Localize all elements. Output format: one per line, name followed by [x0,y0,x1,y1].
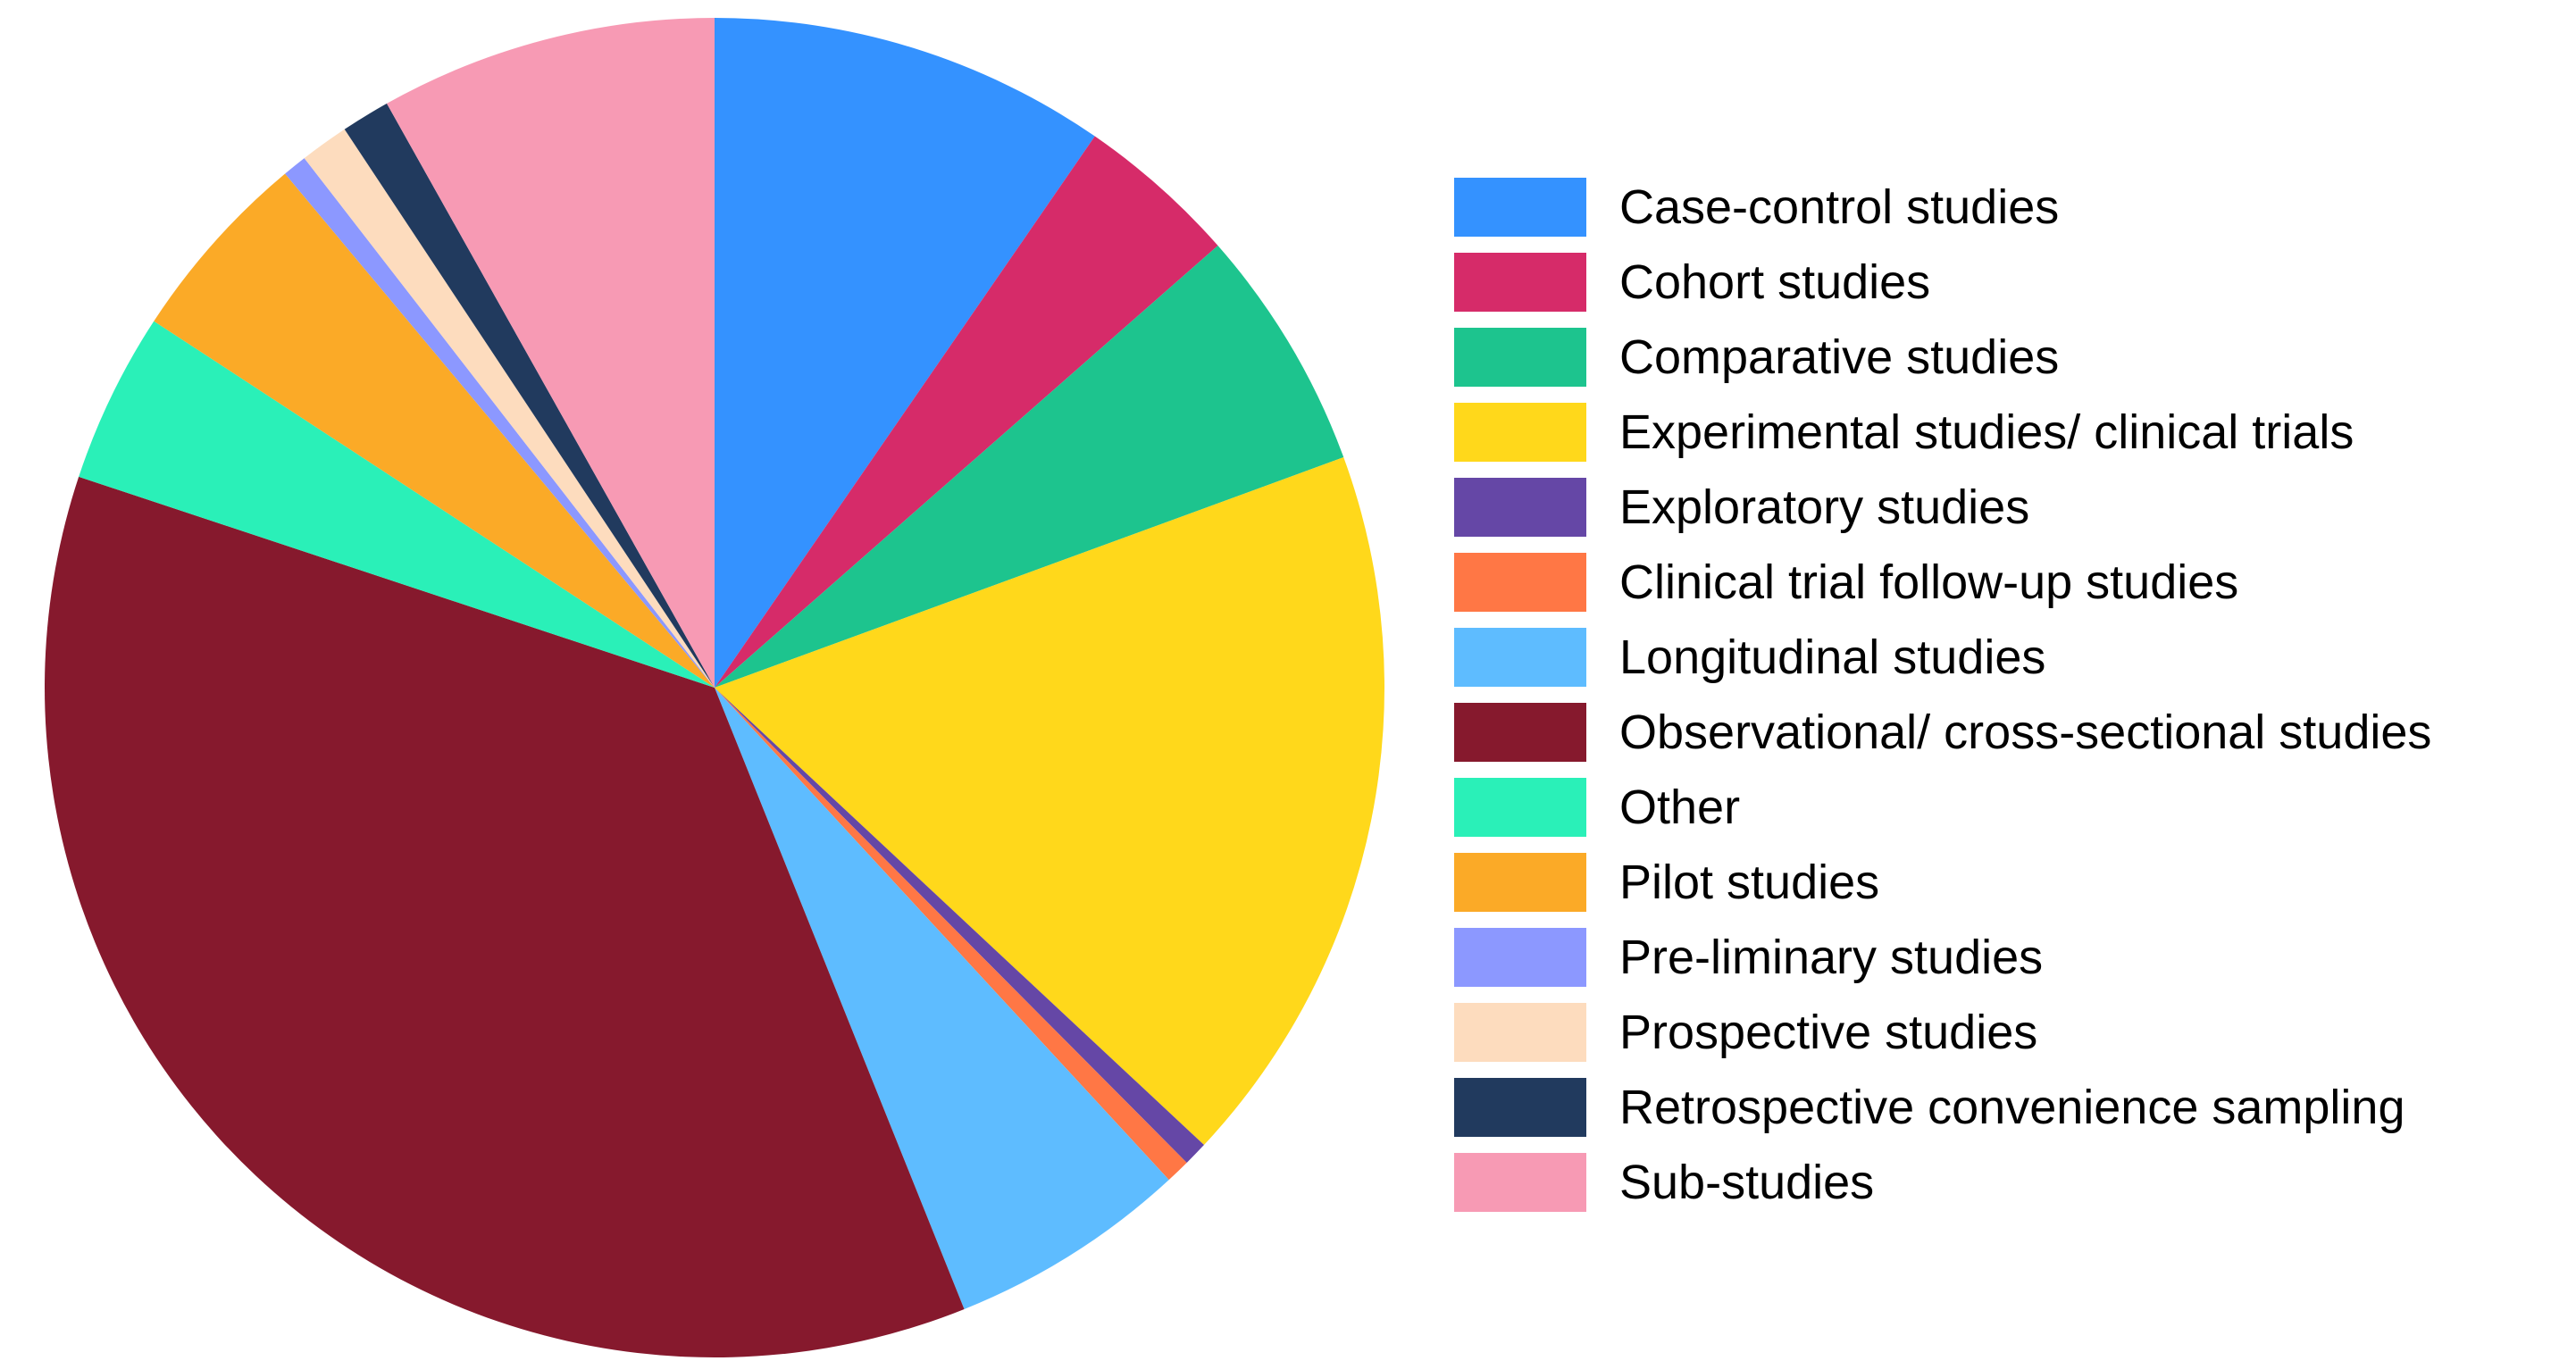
legend-label: Longitudinal studies [1619,630,2046,684]
pie-slice-7 [45,476,965,1357]
legend-label: Exploratory studies [1619,480,2030,534]
pie-slice-2 [715,246,1344,688]
legend-label: Case-control studies [1619,180,2060,234]
legend-label: Pilot studies [1619,856,1880,909]
pie-chart [45,18,1384,1357]
pie-slice-8 [79,321,715,688]
legend-swatch [1454,853,1586,912]
legend-item: Longitudinal studies [1454,620,2562,695]
legend-item: Other [1454,770,2562,845]
legend-item: Clinical trial follow-up studies [1454,545,2562,620]
legend-label: Comparative studies [1619,330,2060,384]
legend-item: Pilot studies [1454,845,2562,920]
legend-item: Retrospective convenience sampling [1454,1070,2562,1145]
legend-item: Prospective studies [1454,995,2562,1070]
legend-swatch [1454,928,1586,987]
pie-slice-10 [285,158,715,689]
pie-slice-12 [344,103,715,688]
legend-item: Sub-studies [1454,1145,2562,1220]
legend-item: Cohort studies [1454,245,2562,320]
pie-slice-13 [387,18,715,688]
legend-swatch [1454,328,1586,387]
legend-swatch [1454,1078,1586,1137]
legend-item: Case-control studies [1454,170,2562,245]
legend-label: Prospective studies [1619,1006,2038,1059]
pie-slice-0 [715,18,1095,688]
legend-label: Observational/ cross-sectional studies [1619,706,2432,759]
legend-label: Pre-liminary studies [1619,931,2044,984]
pie-slice-9 [154,173,715,689]
legend-swatch [1454,478,1586,537]
legend-item: Experimental studies/ clinical trials [1454,395,2562,470]
legend-label: Experimental studies/ clinical trials [1619,405,2354,459]
legend-item: Exploratory studies [1454,470,2562,545]
legend-swatch [1454,178,1586,237]
legend-item: Pre-liminary studies [1454,920,2562,995]
pie-slice-4 [715,688,1204,1163]
legend-label: Clinical trial follow-up studies [1619,555,2239,609]
legend-swatch [1454,553,1586,612]
legend-item: Comparative studies [1454,320,2562,395]
legend-swatch [1454,1153,1586,1212]
legend-swatch [1454,403,1586,462]
pie-slice-6 [715,688,1169,1309]
pie-slice-11 [304,129,715,689]
pie-slice-5 [715,688,1187,1181]
legend-label: Other [1619,781,1741,834]
legend-swatch [1454,703,1586,762]
legend-swatch [1454,778,1586,837]
pie-slice-1 [715,136,1218,688]
legend: Case-control studies Cohort studies Compar… [1454,170,2562,1220]
legend-item: Observational/ cross-sectional studies [1454,695,2562,770]
pie-slice-3 [715,457,1384,1146]
legend-label: Retrospective convenience sampling [1619,1081,2405,1134]
legend-label: Cohort studies [1619,255,1931,309]
legend-label: Sub-studies [1619,1156,1875,1209]
legend-swatch [1454,253,1586,312]
legend-swatch [1454,628,1586,687]
legend-swatch [1454,1003,1586,1062]
